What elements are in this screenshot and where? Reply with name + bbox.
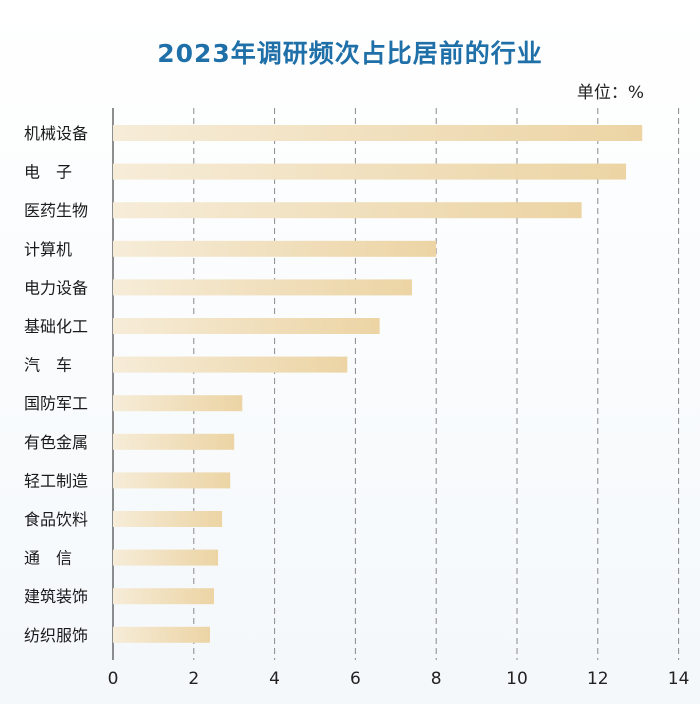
x-tick-label: 10 [506,669,528,689]
category-label: 计算机 [24,240,72,259]
x-tick-label: 6 [350,669,361,689]
category-label: 汽 车 [24,356,72,375]
bar [113,549,219,566]
category-label: 有色金属 [24,433,88,452]
x-tick-label: 4 [269,669,280,689]
x-tick-label: 12 [587,669,609,689]
bar [113,125,643,141]
bar [113,163,627,180]
bar [113,626,210,643]
chart-title: 2023年调研频次占比居前的行业 [157,39,543,68]
category-label: 基础化工 [24,317,88,336]
x-tick-label: 2 [188,669,199,689]
bar [113,472,231,489]
bar [113,356,348,373]
bar [113,318,380,334]
x-tick-label: 14 [668,669,690,689]
category-label: 医药生物 [24,201,88,220]
bar [113,588,214,605]
category-label: 国防军工 [24,394,88,413]
category-label: 电力设备 [24,278,88,297]
bar [113,511,223,527]
bar [113,433,235,450]
bar [113,279,412,296]
category-label: 轻工制造 [24,471,88,490]
x-tick-label: 0 [108,669,119,689]
x-tick-label: 8 [431,669,442,689]
bar [113,202,582,219]
category-label: 建筑装饰 [24,587,88,606]
category-label: 通 信 [24,549,72,568]
bar [113,240,437,257]
category-label: 纺织服饰 [24,626,88,645]
category-label: 电 子 [24,163,72,182]
unit-label: 单位：% [576,83,644,103]
category-label: 机械设备 [24,124,88,143]
bar [113,395,243,412]
category-label: 食品饮料 [24,510,88,529]
